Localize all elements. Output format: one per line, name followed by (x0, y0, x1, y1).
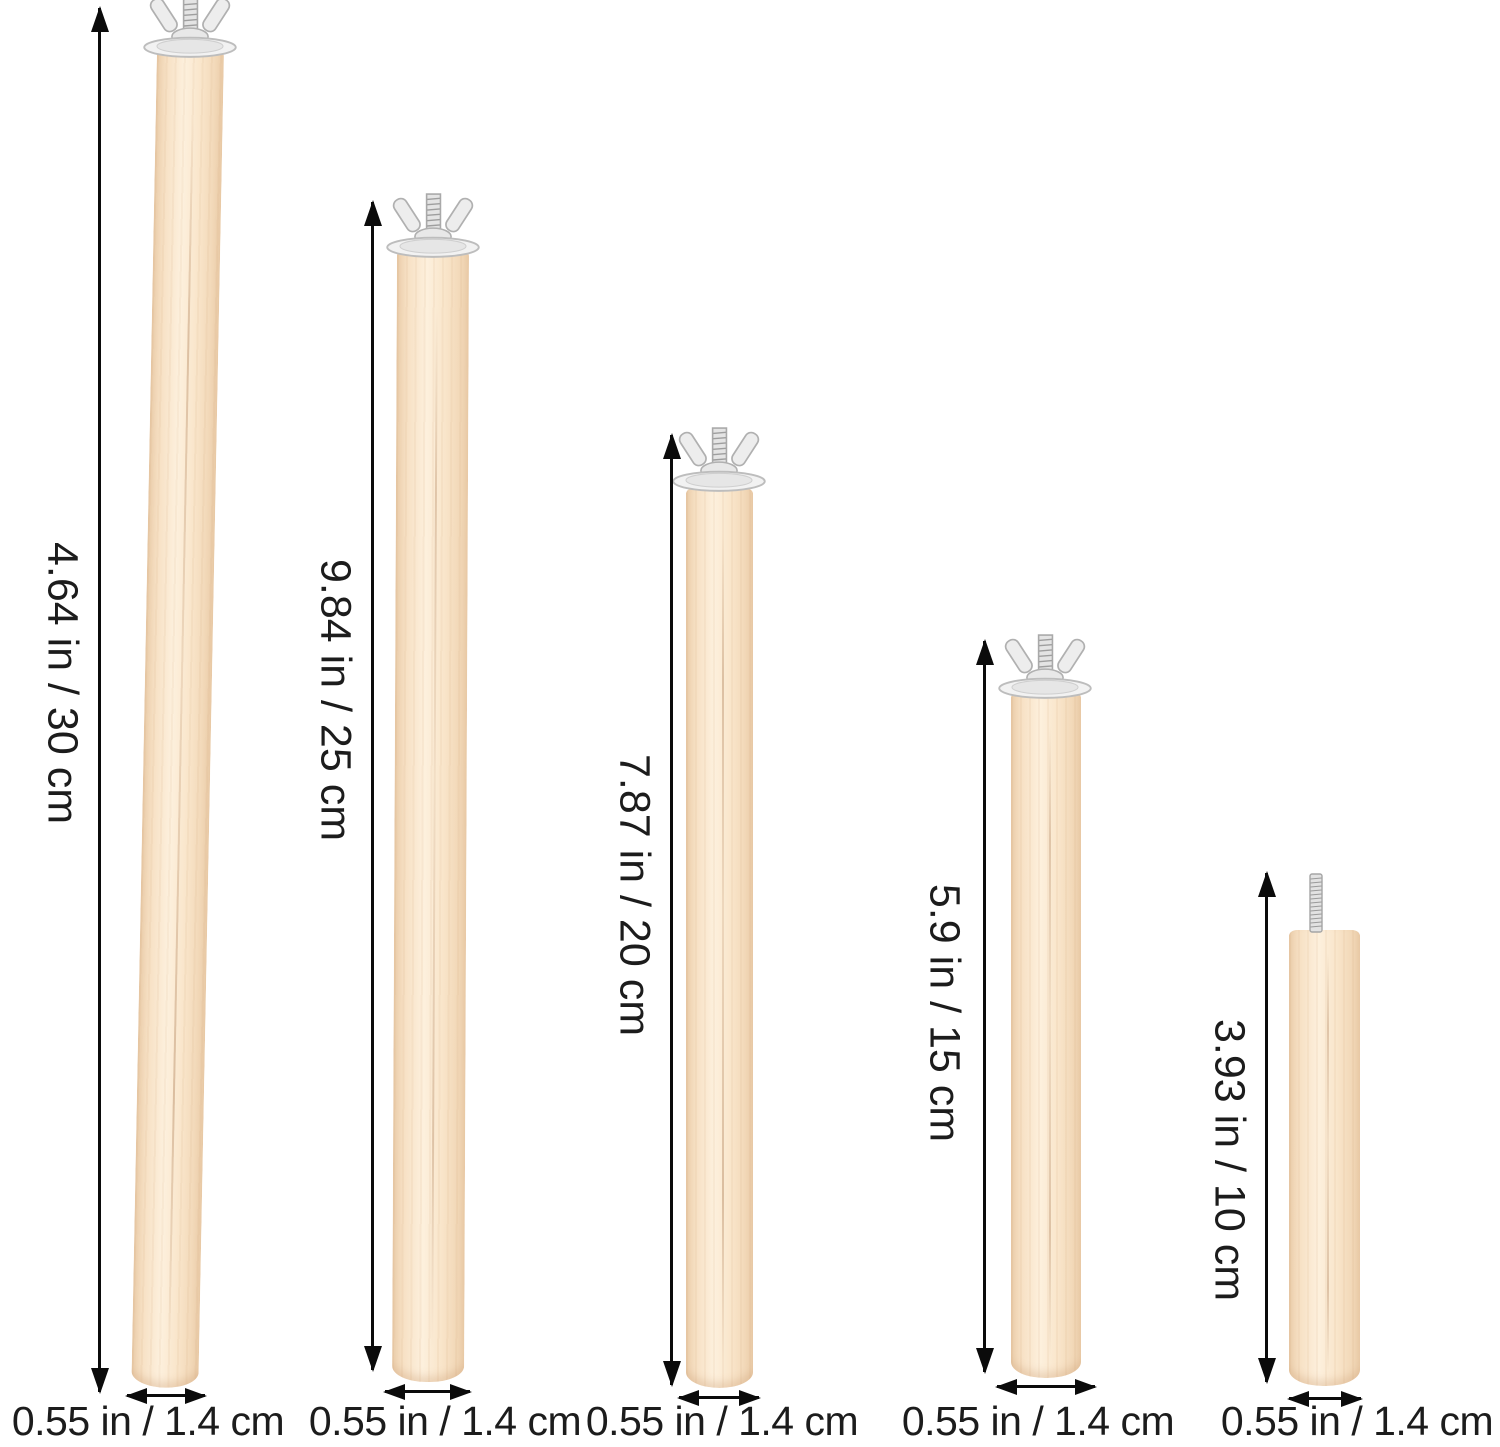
wooden-dowel-10cm (1289, 930, 1360, 1386)
height-label: 3.93 in / 10 cm (1205, 1018, 1254, 1302)
wing-nut-screw-icon (143, 0, 237, 58)
width-arrow-10cm (1289, 1397, 1361, 1400)
height-arrow-25cm (371, 202, 374, 1370)
height-label: 5.9 in / 15 cm (920, 883, 969, 1143)
width-arrow-25cm (385, 1390, 470, 1393)
wooden-dowel-20cm (686, 488, 753, 1388)
wooden-dowel-15cm (1011, 692, 1081, 1378)
height-arrow-10cm (1265, 873, 1268, 1382)
wooden-dowel-30cm (131, 49, 224, 1389)
width-label: 0.55 in / 1.4 cm (308, 1398, 582, 1444)
width-label: 0.55 in / 1.4 cm (585, 1398, 859, 1444)
height-arrow-30cm (98, 8, 101, 1392)
wing-nut-screw-icon (998, 634, 1092, 699)
threaded-screw-icon (1309, 873, 1323, 933)
width-label: 0.55 in / 1.4 cm (901, 1398, 1175, 1444)
width-arrow-20cm (679, 1396, 759, 1399)
width-label: 0.55 in / 1.4 cm (11, 1398, 285, 1444)
width-arrow-30cm (127, 1394, 205, 1397)
height-arrow-15cm (983, 641, 986, 1372)
height-label: 4.64 in / 30 cm (38, 541, 87, 825)
height-label: 7.87 in / 20 cm (610, 753, 659, 1037)
height-label: 9.84 in / 25 cm (311, 558, 360, 842)
wing-nut-screw-icon (386, 193, 480, 258)
width-label: 0.55 in / 1.4 cm (1220, 1398, 1494, 1444)
wooden-dowel-25cm (392, 249, 469, 1383)
height-arrow-20cm (670, 435, 673, 1385)
wing-nut-screw-icon (672, 427, 766, 492)
width-arrow-15cm (997, 1385, 1095, 1388)
